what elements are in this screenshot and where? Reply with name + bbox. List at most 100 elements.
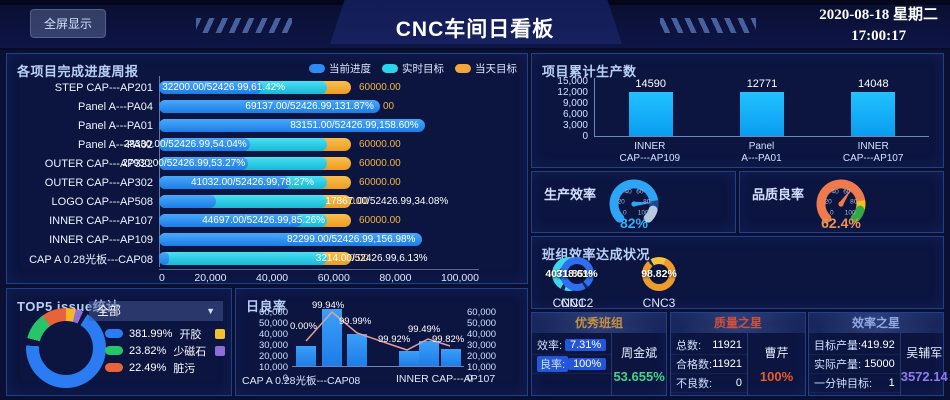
issue-name: 脏污 [173, 362, 196, 375]
daily-yield-x-label-2: INNER CAP---AP107 [396, 373, 496, 385]
y-tick: 10,000 [467, 362, 497, 373]
bar-category-label: INNER CAP---AP107 [842, 141, 904, 164]
gauge-tick: 20 [617, 198, 625, 206]
daily-yield-bar[interactable] [441, 349, 461, 366]
progress-row-bar[interactable]: 69137.00/52426.99,131.87% 00 [159, 100, 479, 113]
issue-donut-chart[interactable] [26, 308, 106, 388]
progress-value-text: 82299.00/52426.99,156.98% [287, 234, 416, 245]
daily-yield-bar[interactable] [347, 334, 367, 366]
y-tick: 40,000 [467, 329, 497, 340]
target-value-text: 60000.00 [327, 253, 369, 264]
issue-legend-row[interactable]: 381.99% 开胶 [105, 325, 227, 342]
y-tick: 9,000 [562, 98, 588, 109]
star-panel-title: 效率之星 [851, 316, 900, 330]
current-progress-bar [159, 100, 381, 113]
team-donut-item[interactable]: 98.82% CNC3 [622, 257, 696, 310]
metric-label: 目标产量: [814, 340, 862, 352]
panel-title-daily-yield: 日良率 [246, 299, 287, 314]
x-tick: 100,000 [441, 272, 479, 284]
daily-yield-bar[interactable] [419, 341, 439, 366]
legend-swatch [382, 64, 398, 73]
gauge-title-quality: 品质良率 [752, 187, 805, 202]
issue-name: 少磁石 [173, 345, 207, 358]
production-bar-group[interactable]: 14048 [838, 78, 908, 136]
x-tick: 0 [159, 272, 165, 284]
team-donut-item[interactable]: 318.61% CNC2 [540, 257, 614, 310]
gauge-tick: 20 [824, 198, 832, 206]
metric-value: 0 [735, 377, 742, 389]
quality-gauge-value: 62.4% [821, 215, 861, 231]
production-y-axis: 15,000 12,000 9,000 6,000 3,000 0 [540, 76, 588, 142]
gauge-dial [609, 179, 659, 223]
y-tick: 60,000 [467, 307, 497, 318]
progress-row-bar[interactable]: 28330.00/52426.99,54.04% 60000.00 [124, 138, 479, 151]
team-achievement-panel: 班组效率达成状况 4071.85% CNC1 318.61% CNC2 [531, 236, 944, 310]
gauge-tick: 60 [843, 188, 851, 196]
daily-yield-bar[interactable] [296, 346, 316, 366]
fullscreen-button[interactable]: 全屏显示 [30, 9, 107, 38]
legend-item[interactable]: 实时目标 [382, 61, 444, 76]
gauge-dial [816, 179, 866, 223]
legend-item[interactable]: 当前进度 [309, 61, 371, 76]
gauge-tick: 40 [624, 188, 632, 196]
y-tick: 0 [282, 373, 288, 384]
y-tick: 12,000 [557, 87, 588, 98]
production-bar [851, 92, 896, 136]
highlight-value: 53.655% [613, 369, 665, 384]
current-progress-bar [159, 252, 170, 265]
y-tick: 20,000 [258, 351, 288, 362]
daily-yield-bar[interactable] [322, 309, 342, 366]
production-bar [739, 92, 784, 136]
production-bar-group[interactable]: 14590 [616, 78, 686, 136]
progress-row-bar[interactable]: 27930.00/52426.99,53.27% 60000.00 [122, 157, 479, 170]
y-tick: 6,000 [562, 109, 588, 120]
datetime-display: 2020-08-18 星期二 17:00:17 [819, 5, 938, 47]
legend-swatch [309, 64, 325, 73]
production-bar-group[interactable]: 12771 [727, 78, 797, 136]
y-tick: 40,000 [258, 329, 288, 340]
progress-row-bar[interactable]: 3214.00/52426.99,6.13% 60000.00 [159, 252, 479, 265]
time-text: 17:00:17 [851, 28, 907, 44]
progress-row: CAP A 0.28光板---CAP08 3214.00/52426.99,6.… [15, 249, 479, 268]
issue-filter-dropdown[interactable]: ▼ 全部 [89, 301, 223, 321]
progress-row: STEP CAP---AP201 32200.00/52426.99,61.42… [15, 78, 479, 97]
gauge-tick: 0 [829, 209, 834, 217]
daily-yield-x-label-1: CAP A 0.28光板---CAP08 [242, 375, 361, 387]
progress-value-text: 69137.00/52426.99,131.87% [245, 101, 374, 112]
gauge-tick: 60 [636, 188, 644, 196]
person-name: 吴辅军 [906, 346, 943, 360]
star-metrics: 总数: 11921 合格数: 11921 不良数: 0 [671, 333, 747, 395]
progress-row-bar[interactable]: 44697.00/52426.99,85.26% 60000.00 [159, 214, 479, 227]
progress-row-bar[interactable]: 83151.00/52426.99,158.60% [159, 119, 479, 132]
progress-x-axis-line [159, 269, 479, 270]
y-tick: 30,000 [467, 340, 497, 351]
star-person-block: 周金斌 53.655% [611, 333, 666, 395]
progress-row-label: CAP A 0.28光板---CAP08 [29, 253, 153, 266]
progress-row-bar[interactable]: 41032.00/52426.99,78.27% 60000.00 [159, 176, 479, 189]
star-panel-header: 效率之星 [809, 313, 943, 333]
progress-row-label: Panel A---PA01 [77, 119, 153, 132]
current-progress-bar [159, 195, 217, 208]
target-value-text: 60000.00 [359, 215, 401, 226]
metric-row: 合格数: 11921 [671, 355, 747, 374]
panel-title-production: 项目累计生产数 [542, 64, 637, 79]
issue-name: 开胶 [179, 328, 202, 341]
progress-value-text: 17867.00/52426.99,34.08% [325, 196, 449, 207]
yield-percent-label: 99.82% [432, 334, 465, 345]
issue-legend-row[interactable]: 22.49% 脏污 [105, 359, 227, 376]
team-name: CNC1 [552, 296, 586, 310]
issue-legend-row[interactable]: 23.82% 少磁石 [105, 342, 227, 359]
person-name: 曹芹 [764, 346, 789, 360]
legend-swatch [455, 64, 471, 73]
progress-row-bar[interactable]: 17867.00/52426.99,34.08% 60000.00 [159, 195, 479, 208]
progress-row-bar[interactable]: 32200.00/52426.99,61.42% 60000.00 [159, 81, 479, 94]
progress-row: INNER CAP---AP107 44697.00/52426.99,85.2… [15, 211, 479, 230]
progress-row-bar[interactable]: 82299.00/52426.99,156.98% [159, 233, 479, 246]
production-x-labels: INNER CAP---AP109 Panel A---PA01 INNER C… [594, 141, 929, 164]
daily-yield-bar[interactable] [399, 351, 419, 366]
legend-item[interactable]: 当天目标 [455, 61, 517, 76]
star-panel-title: 质量之星 [713, 316, 762, 330]
team-donut-item[interactable]: 4071.85% CNC1 [532, 257, 606, 310]
bar-value-label: 14590 [635, 78, 666, 90]
